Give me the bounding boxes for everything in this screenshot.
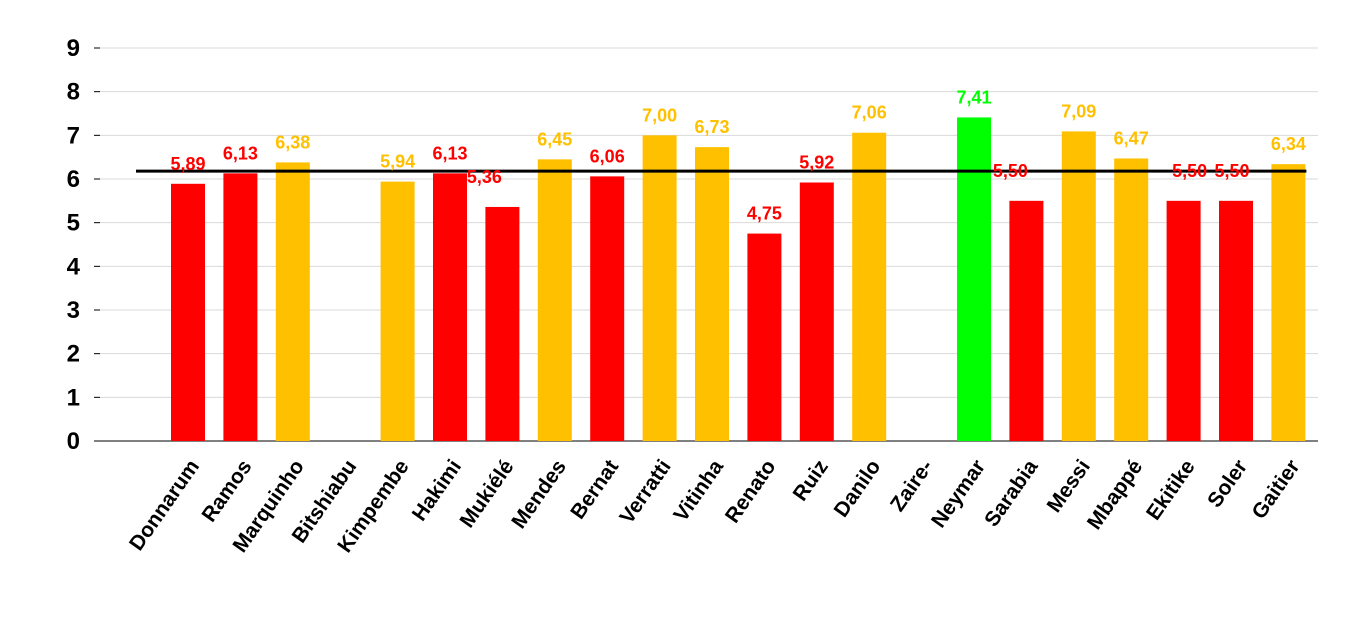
x-category-label: Donnarum — [125, 456, 204, 555]
bar — [171, 183, 205, 441]
data-label: 6,47 — [1114, 128, 1149, 148]
data-label: 7,06 — [852, 103, 887, 123]
x-axis-labels: DonnarumRamosMarquinhoBitshiabuKimpembeH… — [125, 455, 1304, 556]
x-category-label: Zaire- — [886, 456, 938, 516]
y-tick-label: 4 — [67, 253, 81, 280]
y-tick-label: 3 — [67, 297, 80, 324]
bar — [223, 173, 258, 441]
y-tick-label: 8 — [67, 79, 80, 106]
y-axis: 0 1 2 3 4 5 6 7 8 9 — [67, 35, 100, 455]
bar — [1219, 200, 1253, 441]
x-category-label: Soler — [1203, 456, 1252, 512]
x-category-label: Vitinha — [669, 455, 728, 525]
y-tick-label: 6 — [67, 166, 80, 193]
x-category-label: Messi — [1043, 456, 1095, 517]
data-label: 5,50 — [1172, 161, 1207, 181]
y-tick-label: 5 — [67, 210, 80, 237]
data-label: 5,92 — [799, 152, 834, 172]
data-label: 6,13 — [223, 143, 258, 163]
x-category-label: Sarabia — [980, 455, 1043, 531]
bar — [1061, 131, 1096, 442]
data-label: 5,36 — [467, 167, 502, 187]
data-label: 7,41 — [956, 87, 991, 107]
bar — [485, 206, 520, 441]
x-category-label: Bernat — [566, 456, 623, 524]
bar — [1271, 164, 1306, 442]
bar — [957, 117, 991, 442]
data-label: 7,09 — [1061, 101, 1096, 121]
data-label: 6,73 — [694, 117, 729, 137]
bar — [433, 173, 467, 441]
y-tick-label: 7 — [67, 122, 80, 149]
bar — [1166, 200, 1201, 441]
x-category-label: Mendes — [507, 456, 571, 533]
y-tick-label: 0 — [67, 428, 80, 455]
x-category-label: Ekitike — [1142, 456, 1200, 525]
bar — [642, 135, 677, 442]
bars — [171, 117, 1306, 442]
bar — [1009, 200, 1044, 441]
data-label: 5,50 — [1214, 161, 1249, 181]
data-label: 6,38 — [275, 132, 310, 152]
bar — [695, 147, 729, 441]
data-label: 6,13 — [432, 143, 467, 163]
data-label: 5,50 — [993, 161, 1028, 181]
data-label: 7,00 — [642, 105, 677, 125]
x-category-label: Neymar — [927, 456, 990, 532]
x-category-label: Ruiz — [789, 456, 833, 506]
bar — [380, 181, 415, 441]
x-category-label: Renato — [721, 456, 781, 528]
data-label: 6,45 — [537, 129, 572, 149]
bar — [537, 159, 572, 441]
bar — [1114, 158, 1149, 441]
bar — [852, 132, 887, 442]
y-tick-label: 2 — [67, 341, 80, 368]
data-labels: 5,896,136,385,94 6,135,366,456,067,006,73… — [170, 87, 1305, 223]
y-tick-label: 1 — [67, 384, 80, 411]
bar — [799, 182, 834, 441]
y-tick-label: 9 — [67, 35, 80, 62]
x-category-label: Gaitier — [1247, 456, 1304, 524]
x-category-label: Danilo — [830, 456, 886, 522]
x-category-label: Verratti — [615, 456, 675, 528]
data-label: 5,89 — [170, 154, 205, 174]
data-label: 6,34 — [1271, 134, 1306, 154]
bar — [275, 162, 310, 441]
bar — [590, 176, 625, 441]
bar — [747, 233, 782, 441]
data-label: 5,94 — [380, 152, 415, 172]
data-label: 4,75 — [747, 204, 782, 224]
data-label: 6,06 — [590, 146, 625, 166]
